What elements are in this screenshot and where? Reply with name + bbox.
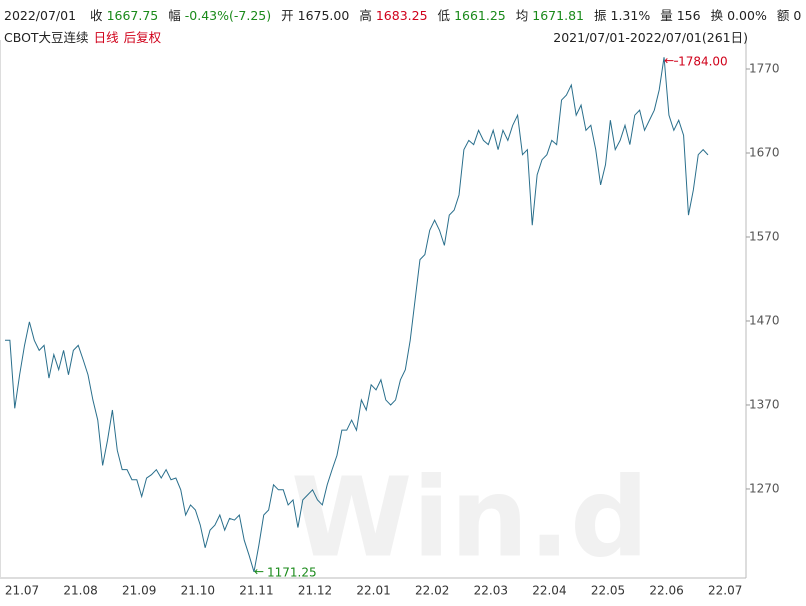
x-tick-label: 22.02 [415, 584, 449, 598]
quote-label: 高 [359, 8, 372, 23]
quote-label: 额 [776, 8, 790, 23]
quote-label: 振 [593, 8, 607, 23]
x-tick-label: 22.01 [356, 584, 390, 598]
max-label: 1784.00 [678, 55, 728, 69]
quote-value: 0 [793, 8, 802, 23]
quote-label: 均 [515, 8, 529, 23]
x-tick-label: 21.08 [63, 584, 97, 598]
quote-header: 2022/07/01 收 1667.75 幅 -0.43%(-7.25) 开 1675.00… [4, 5, 804, 25]
adjust-tag: 后复权 [123, 30, 162, 45]
quote-value: 1671.81 [532, 8, 584, 23]
instrument: CBOT大豆连续 [4, 30, 89, 45]
period-tag: 日线 [93, 30, 119, 45]
quote-label: 2022/07/01 [4, 8, 77, 23]
quote-label: 量 [660, 8, 673, 23]
quote-label: 低 [437, 8, 451, 23]
quote-item: 2022/07/01 [4, 8, 80, 23]
x-tick-label: 22.07 [708, 584, 742, 598]
quote-value: 1675.00 [297, 8, 350, 23]
subtitle-row: CBOT大豆连续 日线 后复权 [4, 27, 161, 46]
quote-label: 幅 [168, 8, 181, 23]
min-arrow: ← [254, 564, 264, 578]
quote-label: 换 [710, 8, 724, 23]
max-arrow: ← [664, 54, 674, 68]
y-tick-label: 1570 [749, 229, 780, 243]
quote-value: -0.43%(-7.25) [184, 8, 272, 23]
x-tick-label: 21.11 [239, 584, 273, 598]
x-tick-label: 22.06 [649, 584, 683, 598]
x-tick-label: 22.04 [532, 584, 566, 598]
y-tick-label: 1670 [749, 145, 780, 159]
x-tick-label: 22.03 [474, 584, 508, 598]
quote-item: 均 1671.81 [516, 8, 584, 23]
quote-value: 1683.25 [375, 8, 428, 23]
x-tick-label: 21.12 [298, 584, 332, 598]
x-tick-label: 22.05 [591, 584, 625, 598]
watermark: Win.d [291, 453, 649, 581]
quote-item: 收 1667.75 [90, 8, 158, 23]
quote-item: 低 1661.25 [438, 8, 506, 23]
x-tick-label: 21.07 [5, 584, 39, 598]
quote-label: 开 [281, 8, 294, 23]
quote-item: 开 1675.00 [281, 8, 349, 23]
quote-value: 1.31% [610, 8, 651, 23]
quote-value: 1661.25 [454, 8, 506, 23]
quote-item: 振 1.31% [594, 8, 650, 23]
min-label: 1171.25 [267, 565, 317, 579]
x-tick-label: 21.09 [122, 584, 156, 598]
quote-item: 高 1683.25 [359, 8, 427, 23]
price-line [5, 57, 709, 573]
date-range: 2021/07/01-2022/07/01(261日) [553, 30, 748, 45]
quote-value: 1667.75 [106, 8, 159, 23]
x-tick-label: 21.10 [181, 584, 215, 598]
y-tick-label: 1770 [749, 61, 780, 75]
y-tick-label: 1270 [749, 481, 780, 495]
quote-item: 幅 -0.43%(-7.25) [168, 8, 271, 23]
quote-value: 0.00% [727, 8, 767, 23]
quote-value: 156 [676, 8, 701, 23]
y-tick-label: 1370 [749, 397, 780, 411]
quote-item: 换 0.00% [711, 8, 767, 23]
quote-item: 量 156 [660, 8, 700, 23]
y-tick-label: 1470 [749, 313, 780, 327]
quote-label: 收 [90, 8, 103, 23]
